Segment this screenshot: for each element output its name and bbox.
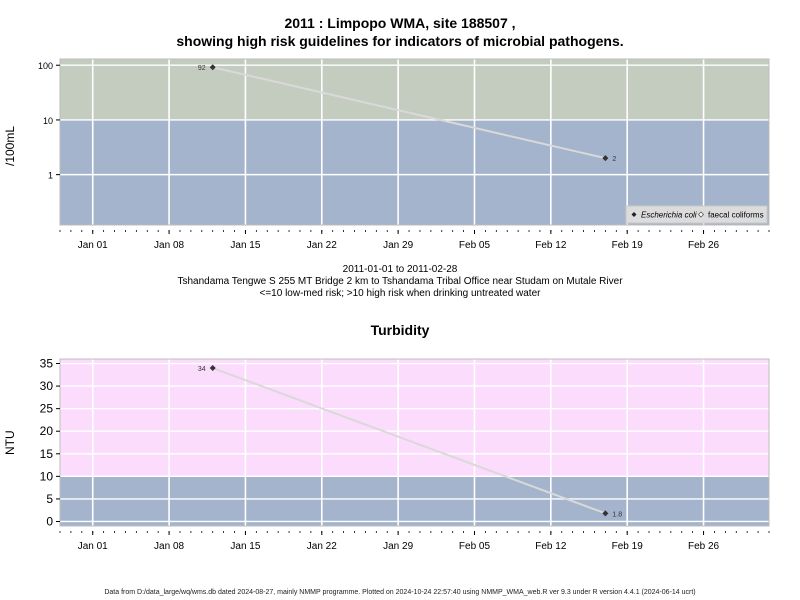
x-tick-label: Jan 22 [307,240,337,251]
legend-ecoli-marker [631,212,637,217]
risk-band-high [60,59,769,120]
plot-frame [59,358,770,527]
x-tick-label: Feb 12 [535,240,567,251]
x-tick-label: Feb 26 [688,240,720,251]
x-tick-label: Jan 01 [78,541,108,552]
legend-faecal-marker [698,211,704,218]
footer-note: Data from D:/data_large/wq/wms.db dated … [104,589,696,596]
x-tick-label: Jan 29 [383,240,413,251]
series-line [212,367,606,515]
x-tick-label: Feb 05 [459,240,491,251]
data-point [602,510,609,517]
risk-band-high [60,359,769,477]
data-label: 34 [198,366,206,373]
x-tick-label: Feb 12 [535,541,567,552]
x-tick-label: Feb 05 [459,541,491,552]
y-tick-label: 1 [48,171,53,181]
x-tick-label: Feb 26 [688,541,720,552]
legend-box [625,205,768,224]
x-tick-label: Jan 29 [383,541,413,552]
legend-ecoli-label: Escherichia coli [641,211,697,220]
y-tick-label: 35 [40,357,54,371]
chart1-svg: 100 10 1 Jan 01 Jan 08 Jan 15 Jan 22 Jan 29 Feb … [38,58,770,251]
x-tick-label: Jan 01 [78,240,108,251]
y-tick-label: 20 [40,424,54,438]
x-tick-label: Jan 15 [230,240,260,251]
chart1-title-line1: 2011 : Limpopo WMA, site 188507 , [284,15,516,31]
x-tick-label: Jan 08 [154,240,184,251]
series-line [212,66,606,160]
chart2-svg: 0 5 10 15 20 25 30 35 Jan 01 Jan 08 Jan 15 Jan 22 Ja… [40,357,770,552]
risk-band-low [60,476,769,526]
y-tick-label: 30 [40,379,54,393]
data-point [209,64,216,71]
chart1-risk-note: <=10 low-med risk; >10 high risk when dr… [259,288,541,299]
y-tick-label: 25 [40,402,54,416]
y-tick-label: 100 [38,61,53,71]
chart1-caption: 2011-01-01 to 2011-02-28 Tshandama Tengw… [0,264,800,300]
data-label: 2 [612,156,616,163]
chart1-date-range: 2011-01-01 to 2011-02-28 [342,264,458,275]
chart1-site-description: Tshandama Tengwe S 255 MT Bridge 2 km to… [177,276,623,287]
x-tick-label: Feb 19 [612,541,644,552]
x-tick-label: Feb 19 [612,240,644,251]
x-tick-label: Jan 22 [307,541,337,552]
y-tick-label: 0 [46,514,53,528]
data-label: 92 [198,65,206,72]
data-point [209,365,216,372]
data-label: 1.8 [612,511,622,518]
chart2-title: Turbidity [370,322,430,338]
chart1-title: 2011 : Limpopo WMA, site 188507 , showin… [0,14,800,50]
chart1-title-line2: showing high risk guidelines for indicat… [176,33,624,49]
x-tick-label: Jan 15 [230,541,260,552]
y-tick-label: 5 [46,492,53,506]
y-tick-label: 10 [43,116,53,126]
legend-faecal-label: faecal coliforms [708,211,764,220]
data-point [602,155,609,162]
y-tick-label: 10 [40,469,54,483]
x-tick-label: Jan 08 [154,541,184,552]
plot-frame [59,58,770,226]
y-tick-label: 15 [40,447,54,461]
